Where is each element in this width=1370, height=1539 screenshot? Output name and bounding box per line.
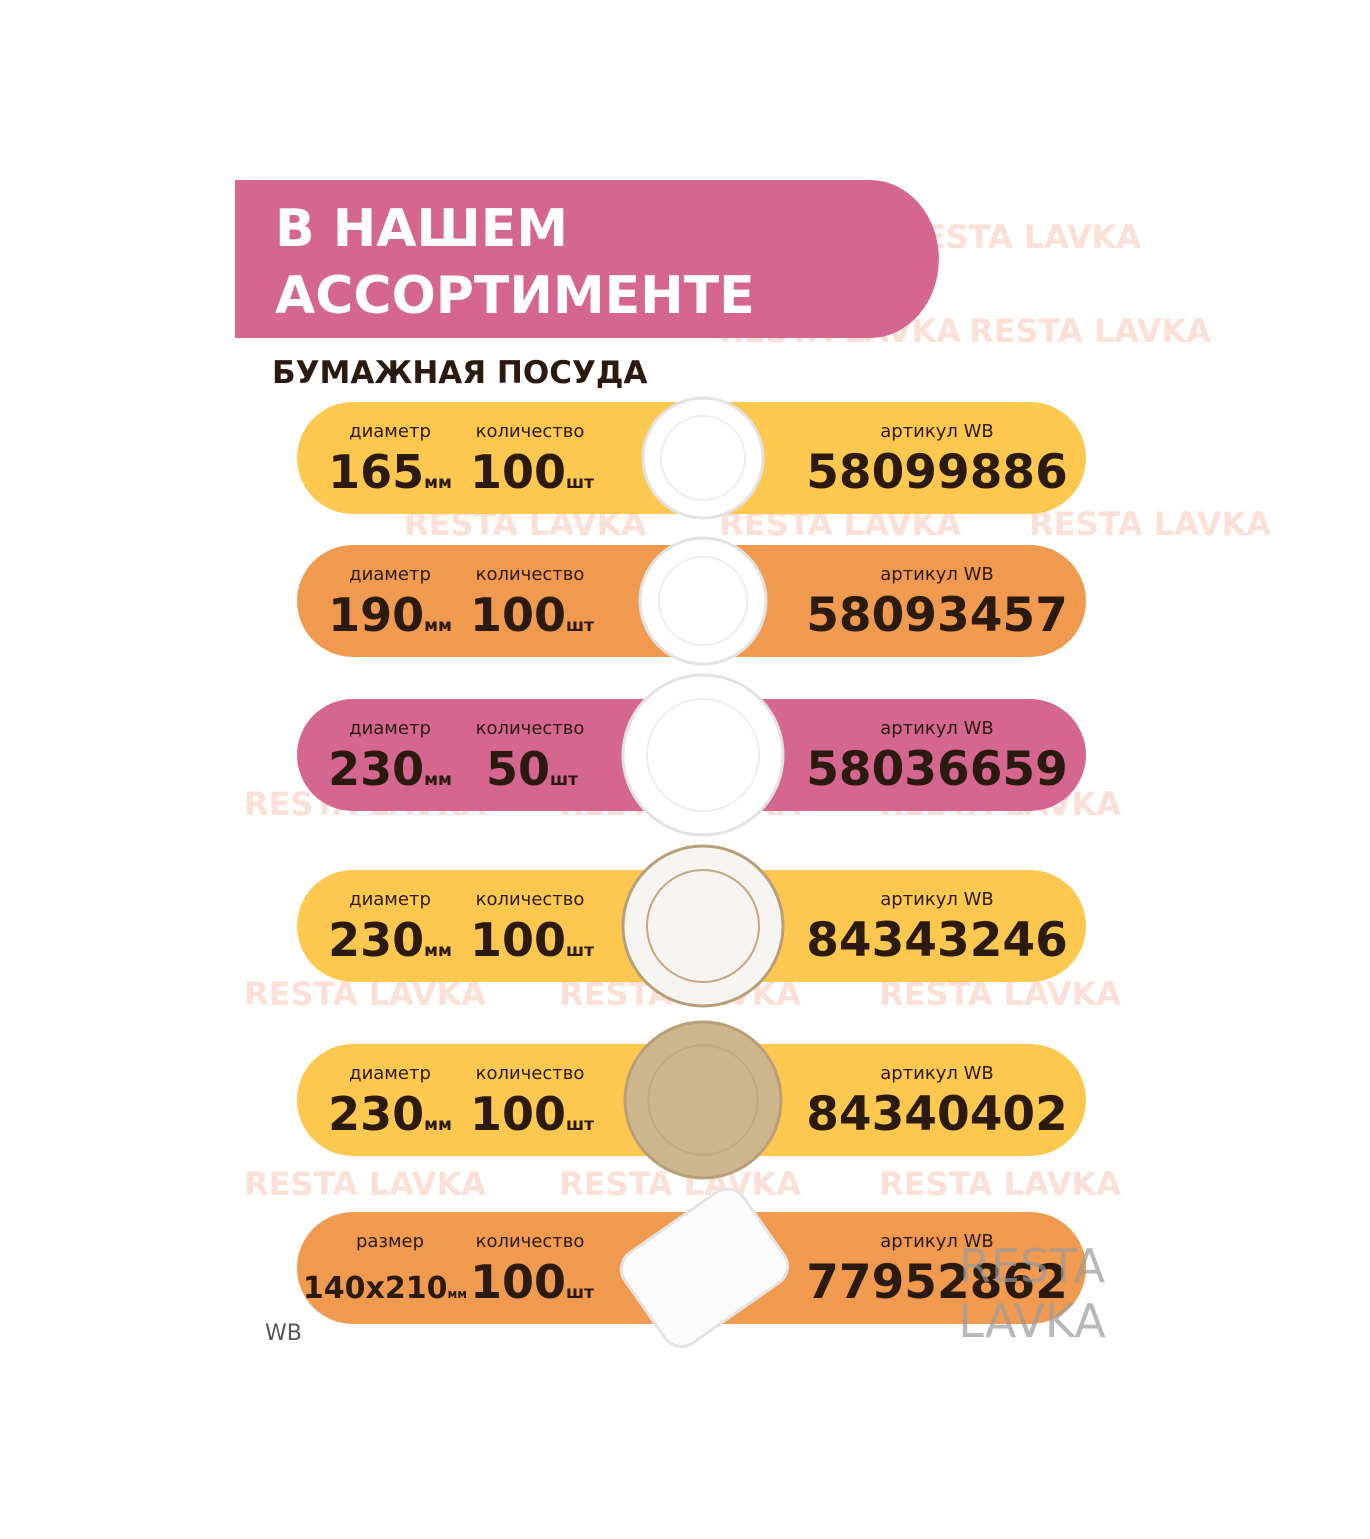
article-label: артикул WB bbox=[880, 1231, 994, 1252]
size-value: 230мм bbox=[328, 913, 452, 967]
qty-unit: шт bbox=[566, 1283, 594, 1303]
article-label: артикул WB bbox=[880, 1063, 994, 1084]
article-label: артикул WB bbox=[880, 564, 994, 585]
article-label: артикул WB bbox=[880, 718, 994, 739]
qty-label: количество bbox=[476, 889, 585, 910]
size-value: 165мм bbox=[328, 445, 452, 499]
size-unit: мм bbox=[424, 1115, 452, 1135]
qty-number: 100 bbox=[470, 588, 566, 642]
qty-unit: шт bbox=[566, 1115, 594, 1135]
qty-value: 50шт bbox=[486, 742, 578, 796]
tray-image bbox=[619, 1187, 789, 1348]
qty-value: 100шт bbox=[470, 1087, 594, 1141]
marketplace-label: WB bbox=[265, 1321, 302, 1346]
qty-number: 100 bbox=[470, 1255, 566, 1309]
qty-unit: шт bbox=[566, 616, 594, 636]
qty-value: 100шт bbox=[470, 1255, 594, 1309]
subtitle: БУМАЖНАЯ ПОСУДА bbox=[272, 355, 647, 391]
size-number: 230 bbox=[328, 913, 424, 967]
size-number: 230 bbox=[328, 1087, 424, 1141]
article-number: 84340402 bbox=[806, 1087, 1068, 1142]
size-label: диаметр bbox=[349, 718, 431, 739]
qty-value: 100шт bbox=[470, 445, 594, 499]
qty-unit: шт bbox=[566, 473, 594, 493]
title-line: АССОРТИМЕНТЕ bbox=[275, 266, 755, 326]
qty-unit: шт bbox=[566, 941, 594, 961]
size-unit: мм bbox=[424, 770, 452, 790]
watermark: RESTA LAVKA bbox=[879, 1165, 1121, 1203]
qty-label: количество bbox=[476, 1063, 585, 1084]
qty-label: количество bbox=[476, 564, 585, 585]
size-number: 140x210 bbox=[303, 1271, 448, 1306]
qty-number: 100 bbox=[470, 913, 566, 967]
plate-inner bbox=[660, 415, 746, 501]
size-unit: мм bbox=[424, 473, 452, 493]
article-label: артикул WB bbox=[880, 421, 994, 442]
size-value: 230мм bbox=[328, 1087, 452, 1141]
size-number: 230 bbox=[328, 742, 424, 796]
watermark: RESTA LAVKA bbox=[969, 312, 1211, 350]
qty-number: 100 bbox=[470, 1087, 566, 1141]
plate-inner bbox=[646, 869, 760, 983]
article-label: артикул WB bbox=[880, 889, 994, 910]
size-value: 230мм bbox=[328, 742, 452, 796]
plate-inner bbox=[647, 1044, 759, 1156]
size-label: диаметр bbox=[349, 421, 431, 442]
plate-inner bbox=[646, 698, 760, 812]
size-label: диаметр bbox=[349, 889, 431, 910]
qty-number: 50 bbox=[486, 742, 550, 796]
article-number: 58093457 bbox=[806, 588, 1068, 643]
watermark: RESTA LAVKA bbox=[244, 1165, 486, 1203]
qty-value: 100шт bbox=[470, 913, 594, 967]
plate-inner bbox=[657, 555, 749, 647]
article-number: 58036659 bbox=[806, 742, 1068, 797]
brand-line: RESTA bbox=[959, 1239, 1106, 1293]
size-number: 165 bbox=[328, 445, 424, 499]
qty-number: 100 bbox=[470, 445, 566, 499]
watermark: RESTA LAVKA bbox=[899, 218, 1141, 256]
qty-label: количество bbox=[476, 421, 585, 442]
title-line: В НАШЕМ bbox=[275, 199, 568, 259]
title-banner bbox=[235, 180, 939, 338]
article-number: 84343246 bbox=[806, 913, 1068, 968]
watermark: RESTA LAVKA bbox=[1029, 505, 1271, 543]
qty-unit: шт bbox=[550, 770, 578, 790]
size-label: размер bbox=[356, 1231, 424, 1252]
article-number: 58099886 bbox=[806, 445, 1068, 500]
qty-label: количество bbox=[476, 1231, 585, 1252]
size-number: 190 bbox=[328, 588, 424, 642]
size-unit: мм bbox=[424, 616, 452, 636]
size-value: 140x210мм bbox=[303, 1271, 467, 1306]
qty-label: количество bbox=[476, 718, 585, 739]
size-value: 190мм bbox=[328, 588, 452, 642]
brand-line: LAVKA bbox=[958, 1294, 1106, 1348]
size-unit: мм bbox=[424, 941, 452, 961]
size-label: диаметр bbox=[349, 564, 431, 585]
size-label: диаметр bbox=[349, 1063, 431, 1084]
size-unit: мм bbox=[447, 1287, 467, 1301]
qty-value: 100шт bbox=[470, 588, 594, 642]
article-number: 77952862 bbox=[806, 1255, 1068, 1310]
